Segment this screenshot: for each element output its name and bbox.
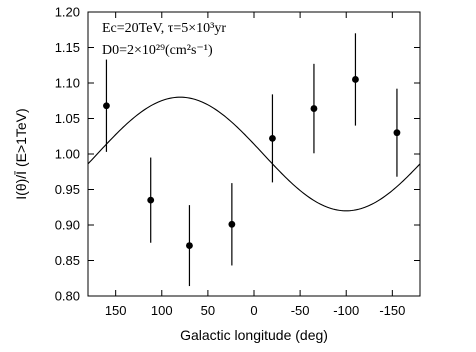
y-tick-label: 1.15 [55,40,80,55]
x-tick-label: 50 [201,303,215,318]
x-tick-label: 100 [151,303,173,318]
y-tick-label: 1.00 [55,147,80,162]
y-tick-label: 0.95 [55,182,80,197]
x-axis-label: Galactic longitude (deg) [180,327,328,343]
data-point [269,134,276,142]
model-curve-layer [87,96,421,212]
data-points-layer [103,33,401,287]
y-tick-label: 0.90 [55,218,80,233]
y-tick-label: 1.20 [55,5,80,20]
data-point [310,105,318,112]
y-tick-label: 1.05 [55,111,80,126]
y-axis-label: I(θ)/Ī (E>1TeV) [13,108,29,199]
y-tick-label: 0.80 [55,289,80,304]
x-tick-label: -150 [379,303,405,318]
model-curve [87,96,421,212]
x-tick-label: 150 [105,303,127,318]
plot-frame [87,11,421,297]
data-point [103,102,110,110]
data-point [186,242,193,249]
x-tick-label: 0 [250,303,257,318]
annotation-energy-tau: Ec=20TeV, τ=5×10³yr [102,21,226,36]
data-point [352,76,359,83]
x-tick-label: -100 [333,303,359,318]
y-tick-label: 1.10 [55,76,80,91]
data-point [147,196,155,204]
annotation-diffusion: D0=2×10²⁹(cm²s⁻¹) [102,43,213,58]
x-tick-label: -50 [291,303,310,318]
data-point [393,129,401,137]
ticks-layer: 0.80 0.85 0.90 0.95 1.00 1.05 1.10 1.15 1.20 150 1… [55,5,420,318]
data-point [228,220,236,228]
y-tick-label: 0.85 [55,253,80,268]
